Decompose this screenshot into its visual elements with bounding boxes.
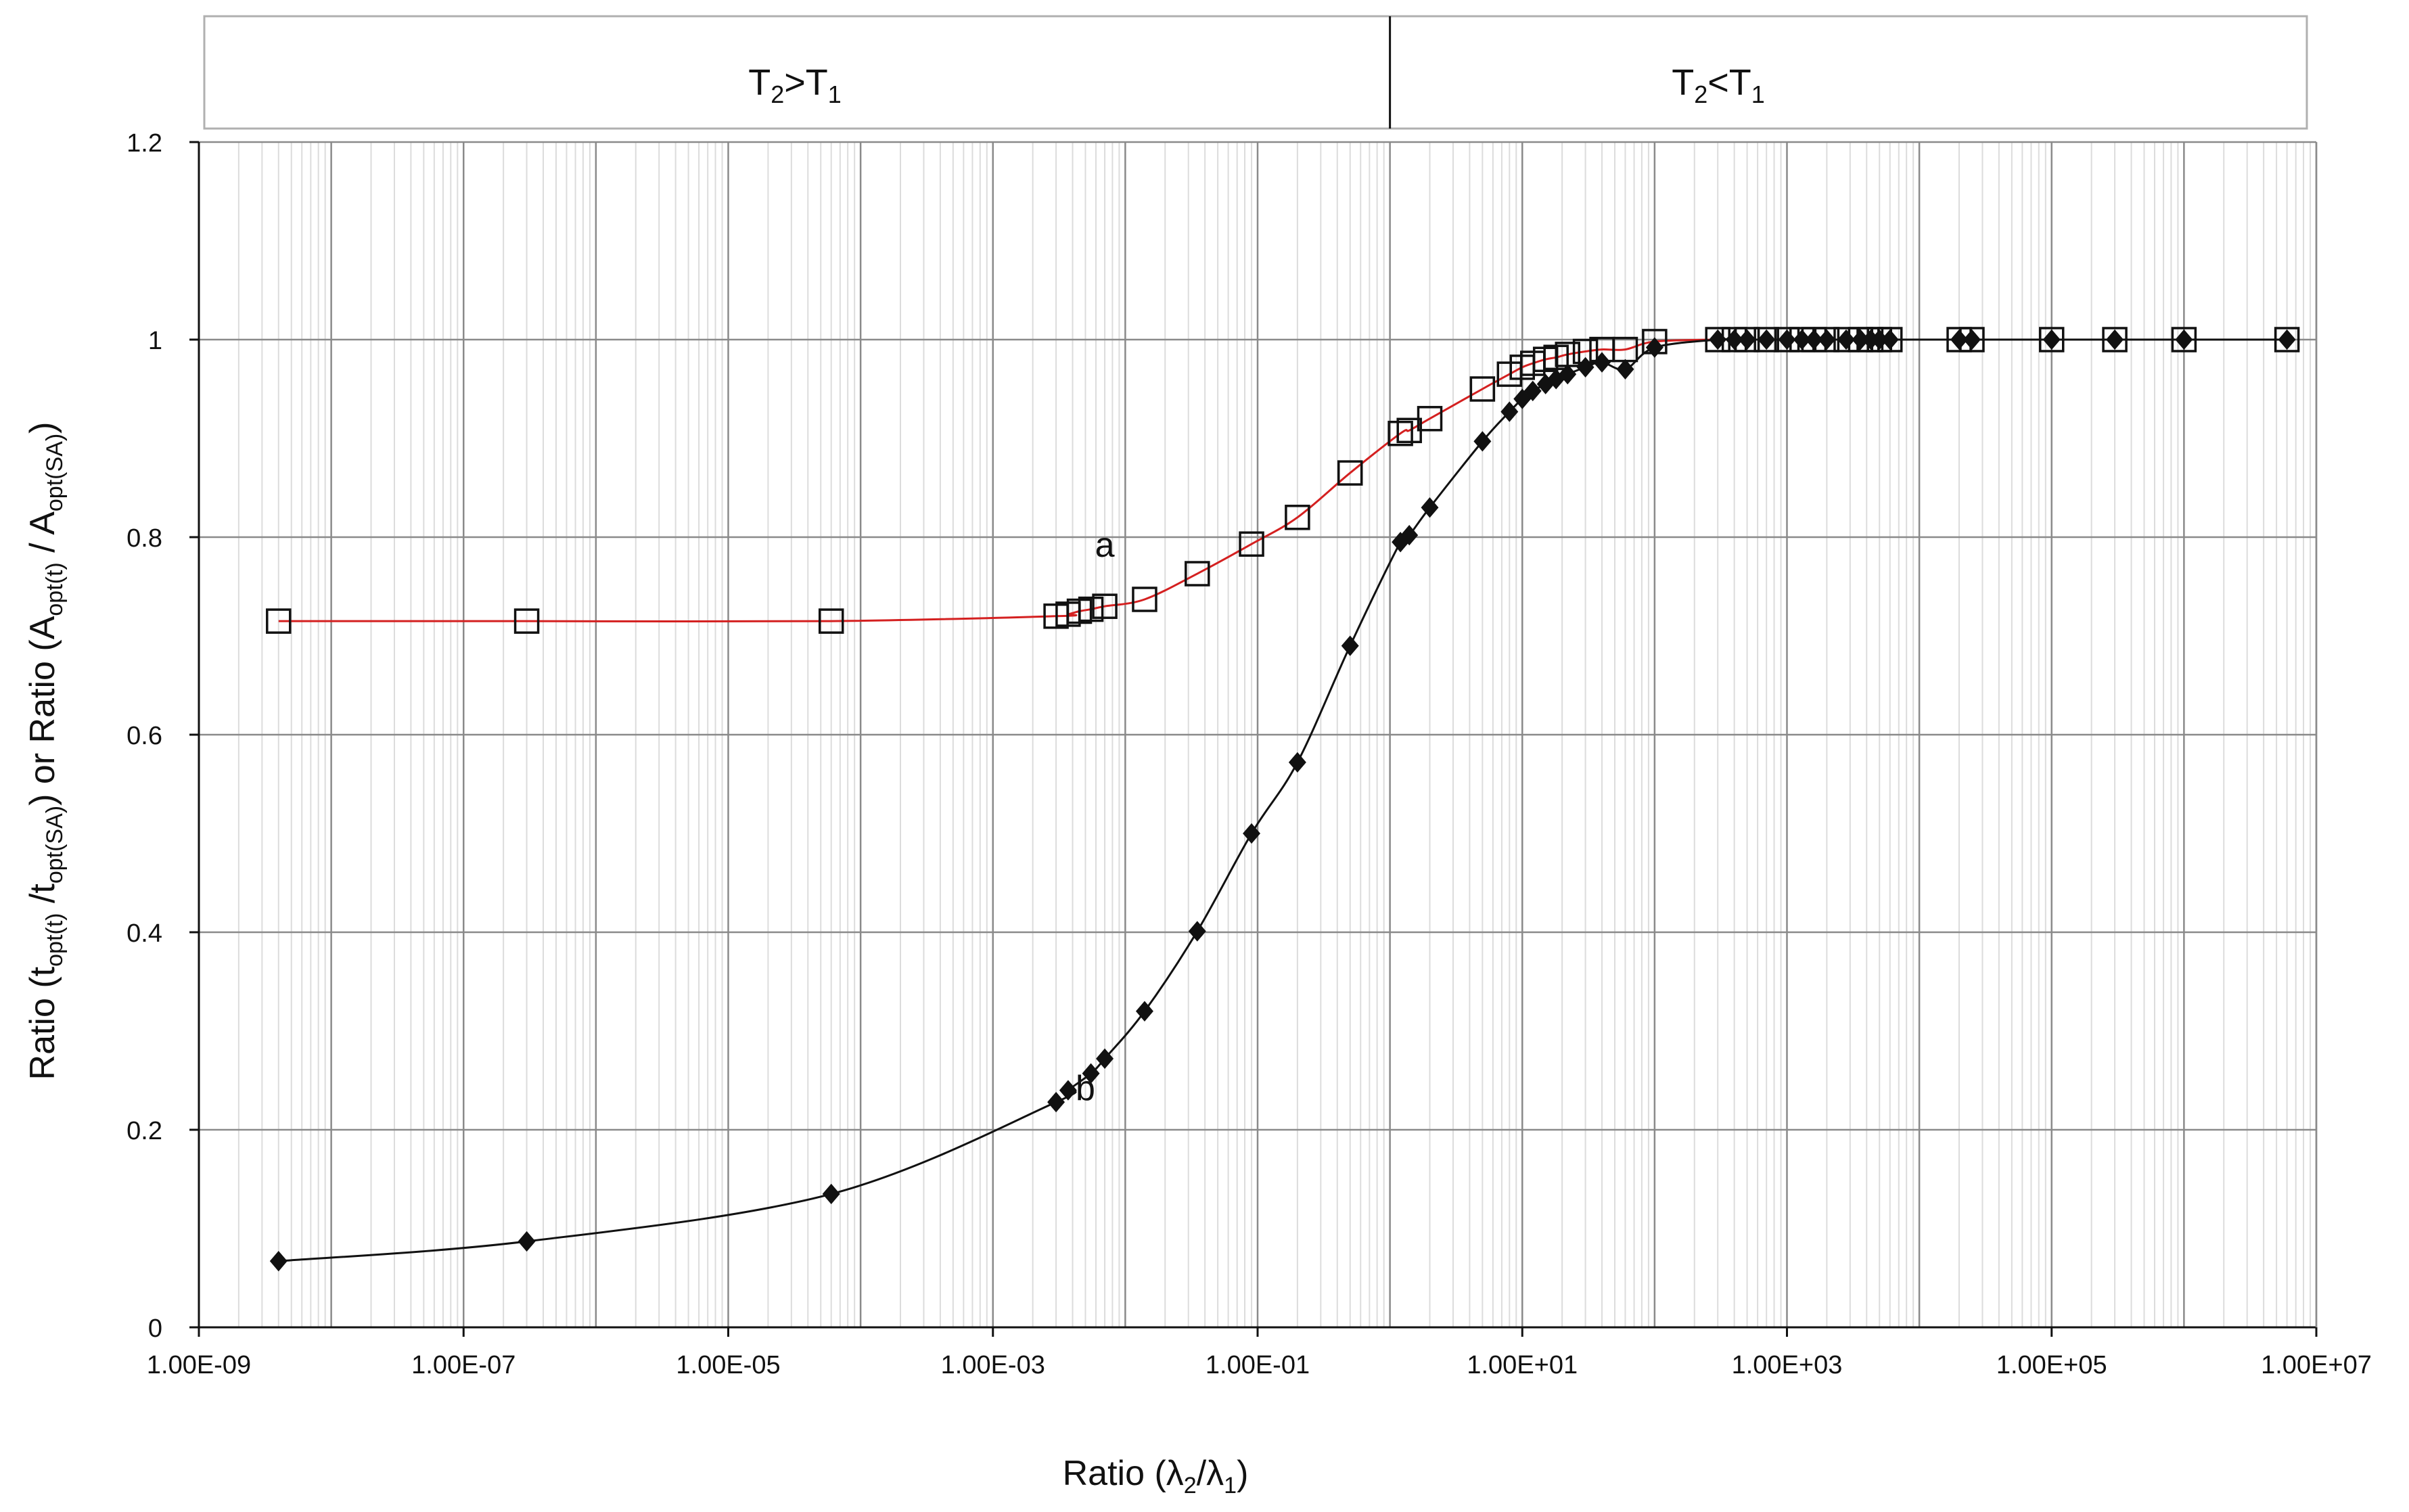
series-b-point <box>1950 329 1968 350</box>
series-a-point <box>2039 327 2065 352</box>
series-b-point <box>269 1251 288 1272</box>
series-b-point <box>822 1183 840 1205</box>
series-b-point <box>2106 329 2124 350</box>
x-tick-label: 1.00E+01 <box>1467 1351 1578 1379</box>
series-b-point <box>1243 823 1261 844</box>
series-b-point <box>1738 329 1756 350</box>
series-b-point <box>1778 329 1796 350</box>
series-label-b: b <box>1076 1069 1095 1108</box>
y-tick-label: 0.2 <box>127 1117 162 1145</box>
series-b-point <box>1082 1063 1100 1084</box>
y-tick-label: 1.2 <box>127 129 162 158</box>
region-header: T2>T1 T2<T1 <box>203 15 2308 130</box>
series-a-point <box>818 608 844 634</box>
series-b-point <box>1288 752 1306 773</box>
series-labels: ab <box>1076 526 1115 1108</box>
x-tick-label: 1.00E-09 <box>147 1351 251 1379</box>
series-b-point <box>1709 329 1727 350</box>
series-b-point <box>1559 363 1577 385</box>
series-a-point <box>1417 406 1443 432</box>
x-axis-title: Ratio (λ2/λ1) <box>1063 1454 1249 1498</box>
x-tick-label: 1.00E-03 <box>941 1351 1045 1379</box>
series-b-point <box>1793 329 1811 350</box>
series-a-point <box>1387 420 1413 446</box>
series-a-point <box>1092 593 1118 619</box>
series-b-point <box>1576 357 1594 378</box>
x-tick-label: 1.00E-01 <box>1206 1351 1310 1379</box>
series-b-point <box>1645 337 1664 358</box>
series-a-point <box>2102 327 2128 352</box>
series-a-point <box>1185 561 1210 587</box>
series-a-point <box>1078 596 1104 622</box>
y-tick-label: 0.8 <box>127 524 162 553</box>
series-label-a: a <box>1095 526 1115 565</box>
series-markers <box>266 327 2300 1272</box>
series-b-point <box>1473 431 1492 452</box>
region-header-box <box>203 15 2308 130</box>
series-b-point <box>1059 1080 1077 1101</box>
x-tick-label: 1.00E-07 <box>411 1351 515 1379</box>
series-b-point <box>1400 524 1419 546</box>
y-axis-title: Ratio (topt(t) /topt(SA)) or Ratio (Aopt… <box>23 422 68 1080</box>
series-b-point <box>2175 329 2193 350</box>
series-b-curve <box>278 338 2287 1262</box>
series-a-point <box>2274 327 2300 352</box>
x-tick-label: 1.00E+03 <box>1732 1351 1843 1379</box>
series-a-point <box>513 608 540 634</box>
series-b-point <box>1188 921 1206 942</box>
series-b-point <box>1513 388 1532 409</box>
series-b-point <box>518 1231 536 1252</box>
series-a-point <box>1469 376 1496 402</box>
series-a-point <box>2171 327 2197 352</box>
series-b-point <box>1047 1091 1065 1113</box>
series-b-point <box>1805 329 1823 350</box>
series-a-point <box>1132 587 1157 612</box>
series-a-point <box>1337 460 1363 486</box>
y-tick-label: 0.6 <box>127 722 162 750</box>
series-b-point <box>2042 329 2061 350</box>
series-a-curve <box>278 338 2287 623</box>
series-b-point <box>1818 329 1836 350</box>
series-b-point <box>1135 1001 1153 1022</box>
series-b-point <box>1616 359 1634 380</box>
series-b-point <box>1096 1048 1114 1070</box>
y-tick-label: 0.4 <box>127 919 162 948</box>
series-b-point <box>1341 635 1359 656</box>
x-tick-labels: 1.00E-09 1.00E-07 1.00E-05 1.00E-03 1.00E-01… <box>147 1327 2372 1379</box>
series-b-point <box>1758 329 1776 350</box>
series-b-point <box>2278 329 2296 350</box>
series-b-point <box>1881 329 1899 350</box>
series-b-point <box>1500 401 1519 422</box>
series-a-point <box>1285 505 1310 530</box>
x-tick-label: 1.00E+07 <box>2261 1351 2372 1379</box>
series-b-point <box>1593 352 1611 373</box>
series-a-point <box>266 608 292 634</box>
y-tick-label: 1 <box>148 327 162 355</box>
x-tick-label: 1.00E+05 <box>1996 1351 2107 1379</box>
y-tick-labels: 0 0.2 0.4 0.6 0.8 1 1.2 <box>127 129 199 1343</box>
x-tick-label: 1.00E-05 <box>676 1351 780 1379</box>
series-b-point <box>1963 329 1981 350</box>
series-b-point <box>1837 329 1855 350</box>
series-b-point <box>1421 497 1439 518</box>
series-b-point <box>1725 329 1743 350</box>
series-a-point <box>1239 531 1264 557</box>
y-tick-label: 0 <box>148 1314 162 1343</box>
region-label-t2-less-t1: T2<T1 <box>1672 62 1765 108</box>
region-label-t2-greater-t1: T2>T1 <box>748 62 842 108</box>
series-b-point <box>1523 380 1542 402</box>
series-curves <box>278 338 2287 1262</box>
